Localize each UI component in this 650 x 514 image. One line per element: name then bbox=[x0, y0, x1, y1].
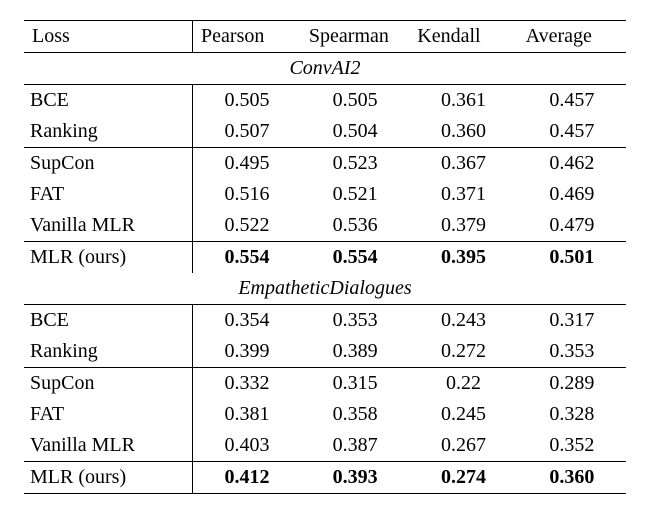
table-row: MLR (ours)0.5540.5540.3950.501 bbox=[24, 242, 626, 274]
loss-name: FAT bbox=[24, 179, 193, 210]
value: 0.505 bbox=[193, 85, 301, 117]
value: 0.554 bbox=[193, 242, 301, 274]
loss-name: SupCon bbox=[24, 368, 193, 400]
value: 0.360 bbox=[518, 462, 626, 494]
loss-name: SupCon bbox=[24, 148, 193, 180]
table-row: FAT0.3810.3580.2450.328 bbox=[24, 399, 626, 430]
col-pearson: Pearson bbox=[193, 21, 301, 53]
table-row: SupCon0.4950.5230.3670.462 bbox=[24, 148, 626, 180]
value: 0.22 bbox=[409, 368, 517, 400]
value: 0.360 bbox=[409, 116, 517, 148]
value: 0.358 bbox=[301, 399, 409, 430]
table-row: Ranking0.5070.5040.3600.457 bbox=[24, 116, 626, 148]
loss-name: BCE bbox=[24, 305, 193, 337]
value: 0.521 bbox=[301, 179, 409, 210]
value: 0.505 bbox=[301, 85, 409, 117]
loss-name: Ranking bbox=[24, 336, 193, 368]
value: 0.399 bbox=[193, 336, 301, 368]
value: 0.315 bbox=[301, 368, 409, 400]
value: 0.267 bbox=[409, 430, 517, 462]
value: 0.332 bbox=[193, 368, 301, 400]
value: 0.504 bbox=[301, 116, 409, 148]
value: 0.501 bbox=[518, 242, 626, 274]
col-kendall: Kendall bbox=[409, 21, 517, 53]
table-row: MLR (ours)0.4120.3930.2740.360 bbox=[24, 462, 626, 494]
section-title: EmpatheticDialogues bbox=[24, 273, 626, 305]
value: 0.317 bbox=[518, 305, 626, 337]
value: 0.479 bbox=[518, 210, 626, 242]
value: 0.522 bbox=[193, 210, 301, 242]
value: 0.272 bbox=[409, 336, 517, 368]
value: 0.352 bbox=[518, 430, 626, 462]
value: 0.245 bbox=[409, 399, 517, 430]
value: 0.523 bbox=[301, 148, 409, 180]
value: 0.516 bbox=[193, 179, 301, 210]
value: 0.469 bbox=[518, 179, 626, 210]
value: 0.457 bbox=[518, 116, 626, 148]
value: 0.289 bbox=[518, 368, 626, 400]
col-spearman: Spearman bbox=[301, 21, 409, 53]
value: 0.462 bbox=[518, 148, 626, 180]
table-row: BCE0.5050.5050.3610.457 bbox=[24, 85, 626, 117]
table-row: BCE0.3540.3530.2430.317 bbox=[24, 305, 626, 337]
loss-name: Vanilla MLR bbox=[24, 430, 193, 462]
loss-name: Ranking bbox=[24, 116, 193, 148]
value: 0.353 bbox=[518, 336, 626, 368]
value: 0.412 bbox=[193, 462, 301, 494]
value: 0.403 bbox=[193, 430, 301, 462]
value: 0.328 bbox=[518, 399, 626, 430]
value: 0.379 bbox=[409, 210, 517, 242]
value: 0.381 bbox=[193, 399, 301, 430]
table-row: FAT0.5160.5210.3710.469 bbox=[24, 179, 626, 210]
results-table: LossPearsonSpearmanKendallAverageConvAI2… bbox=[24, 20, 626, 494]
section-title: ConvAI2 bbox=[24, 53, 626, 85]
value: 0.243 bbox=[409, 305, 517, 337]
table-row: Vanilla MLR0.5220.5360.3790.479 bbox=[24, 210, 626, 242]
value: 0.387 bbox=[301, 430, 409, 462]
value: 0.354 bbox=[193, 305, 301, 337]
col-average: Average bbox=[518, 21, 626, 53]
loss-name: FAT bbox=[24, 399, 193, 430]
value: 0.507 bbox=[193, 116, 301, 148]
value: 0.371 bbox=[409, 179, 517, 210]
loss-name: BCE bbox=[24, 85, 193, 117]
col-loss: Loss bbox=[24, 21, 193, 53]
value: 0.353 bbox=[301, 305, 409, 337]
value: 0.395 bbox=[409, 242, 517, 274]
value: 0.274 bbox=[409, 462, 517, 494]
table-row: SupCon0.3320.3150.220.289 bbox=[24, 368, 626, 400]
value: 0.495 bbox=[193, 148, 301, 180]
value: 0.367 bbox=[409, 148, 517, 180]
value: 0.389 bbox=[301, 336, 409, 368]
value: 0.361 bbox=[409, 85, 517, 117]
value: 0.536 bbox=[301, 210, 409, 242]
loss-name: MLR (ours) bbox=[24, 462, 193, 494]
loss-name: Vanilla MLR bbox=[24, 210, 193, 242]
value: 0.457 bbox=[518, 85, 626, 117]
table-row: Vanilla MLR0.4030.3870.2670.352 bbox=[24, 430, 626, 462]
table-row: Ranking0.3990.3890.2720.353 bbox=[24, 336, 626, 368]
loss-name: MLR (ours) bbox=[24, 242, 193, 274]
value: 0.393 bbox=[301, 462, 409, 494]
value: 0.554 bbox=[301, 242, 409, 274]
